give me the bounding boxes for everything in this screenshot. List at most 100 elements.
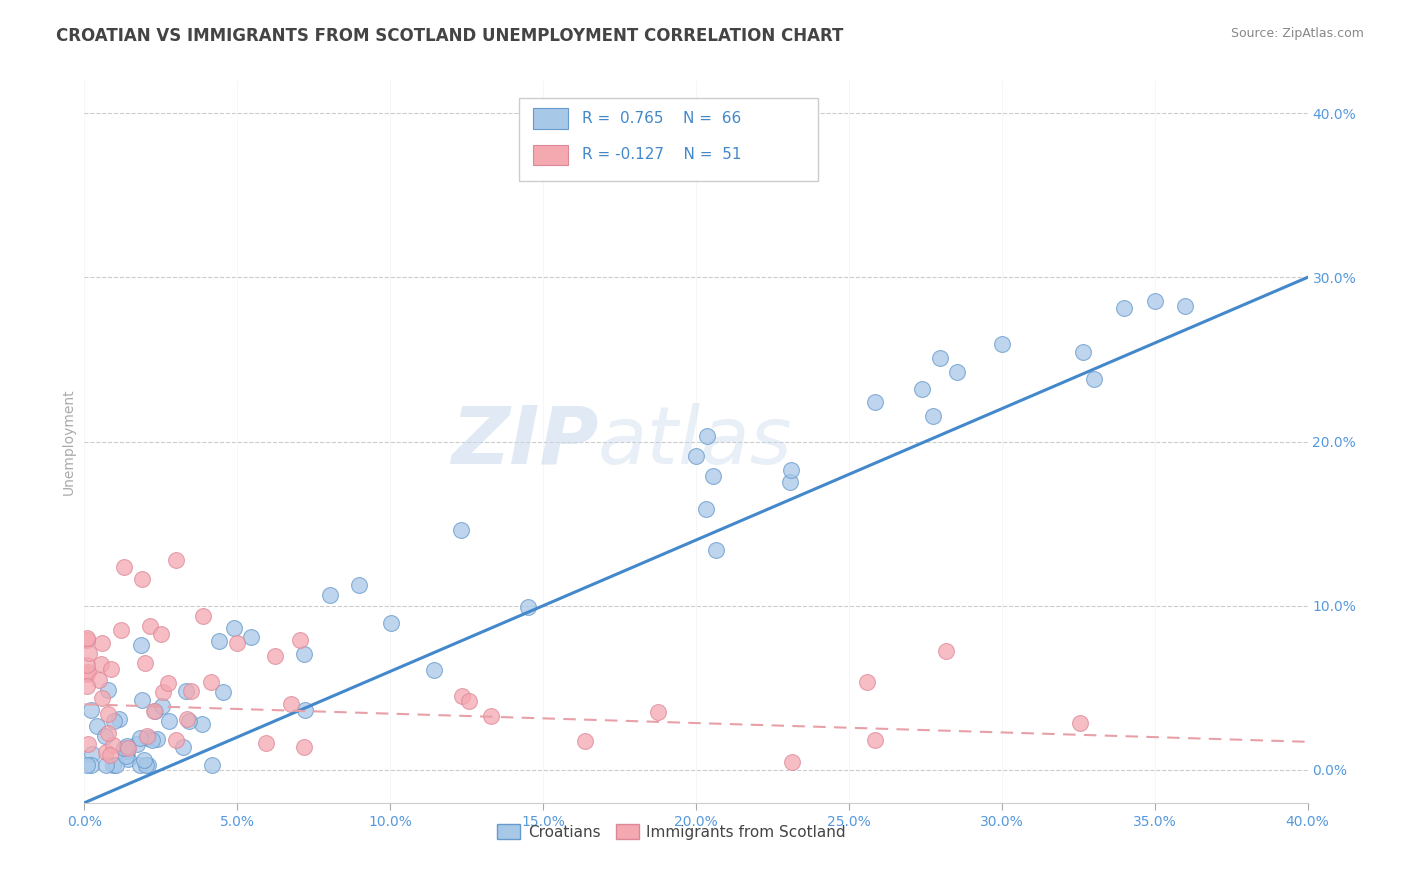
Legend: Croatians, Immigrants from Scotland: Croatians, Immigrants from Scotland (491, 818, 852, 846)
Point (101, 739, 124, 753)
Point (76, 631, 98, 645)
Point (77, 737, 100, 751)
Point (226, 636, 249, 650)
Point (141, 733, 163, 747)
Point (97, 682, 120, 697)
Point (90, 691, 112, 706)
Point (263, 649, 285, 664)
Point (91, 635, 114, 649)
Point (517, 599, 540, 614)
Point (294, 703, 316, 717)
Point (150, 698, 173, 713)
Point (76, 667, 98, 681)
Point (115, 749, 138, 764)
Text: ZIP: ZIP (451, 402, 598, 481)
Point (222, 621, 245, 635)
Point (704, 542, 727, 557)
Bar (533, 109, 568, 128)
Y-axis label: Unemployment: Unemployment (62, 388, 76, 495)
Point (256, 736, 278, 750)
Point (90, 657, 112, 671)
Point (94, 745, 117, 759)
Point (76, 657, 98, 672)
Point (176, 712, 198, 726)
Point (780, 756, 803, 770)
Text: Source: ZipAtlas.com: Source: ZipAtlas.com (1230, 27, 1364, 40)
Point (97, 726, 120, 740)
Point (292, 739, 315, 754)
Point (945, 365, 967, 379)
Point (779, 475, 801, 489)
Bar (533, 145, 568, 165)
Point (695, 501, 717, 516)
Point (128, 758, 150, 772)
Point (115, 739, 138, 753)
Point (212, 684, 235, 698)
Point (935, 644, 957, 658)
Point (86, 719, 108, 733)
Point (450, 523, 472, 537)
Point (180, 684, 202, 698)
Point (1083, 372, 1105, 386)
Point (146, 732, 169, 747)
Point (143, 704, 166, 718)
Point (100, 747, 122, 762)
Point (94, 729, 117, 743)
Point (96, 757, 118, 772)
Point (1143, 293, 1166, 308)
Point (1174, 300, 1197, 314)
Point (76, 633, 98, 648)
Point (132, 753, 155, 767)
Point (647, 705, 669, 719)
Point (143, 704, 166, 718)
Point (136, 758, 159, 772)
Point (112, 740, 135, 755)
Point (79, 758, 101, 772)
Point (149, 627, 172, 641)
Point (138, 619, 160, 633)
Point (129, 638, 152, 652)
Point (574, 733, 596, 747)
Point (165, 553, 187, 567)
Point (97, 707, 120, 722)
Point (77, 665, 100, 679)
Point (319, 588, 342, 602)
Point (240, 630, 263, 644)
Point (127, 738, 149, 752)
Point (1114, 301, 1136, 315)
Point (280, 698, 302, 712)
Point (108, 713, 131, 727)
Point (157, 714, 180, 728)
Point (780, 463, 803, 477)
Point (423, 663, 446, 677)
Point (103, 714, 125, 729)
Point (193, 609, 215, 624)
Point (131, 693, 153, 707)
Point (191, 716, 214, 731)
Point (80, 747, 103, 762)
Point (865, 733, 887, 747)
Point (991, 337, 1014, 351)
Point (921, 409, 943, 424)
Text: atlas: atlas (598, 402, 793, 481)
Point (117, 741, 139, 756)
Point (208, 634, 231, 648)
Point (100, 661, 122, 675)
Point (380, 616, 402, 631)
Point (128, 731, 150, 746)
Point (349, 577, 371, 591)
Point (89, 673, 111, 687)
Point (929, 351, 952, 366)
Point (131, 572, 153, 586)
Point (177, 714, 200, 728)
Point (479, 709, 502, 723)
Point (115, 744, 138, 758)
Point (80, 703, 103, 717)
Point (77, 646, 100, 660)
Point (157, 676, 180, 690)
Point (685, 449, 707, 463)
Point (450, 689, 472, 703)
Point (104, 758, 127, 772)
Point (458, 693, 481, 707)
Text: CROATIAN VS IMMIGRANTS FROM SCOTLAND UNEMPLOYMENT CORRELATION CHART: CROATIAN VS IMMIGRANTS FROM SCOTLAND UNE… (56, 27, 844, 45)
